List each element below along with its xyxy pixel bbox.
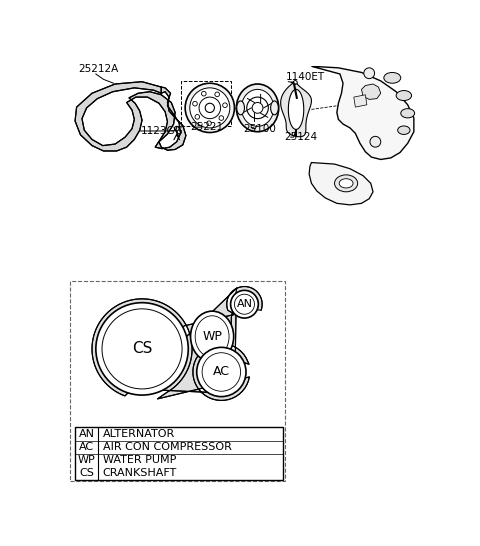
Ellipse shape <box>384 73 401 83</box>
Circle shape <box>247 97 268 118</box>
Circle shape <box>102 309 182 389</box>
Circle shape <box>207 121 211 126</box>
Polygon shape <box>354 95 367 107</box>
Text: AC: AC <box>213 365 230 378</box>
Ellipse shape <box>195 316 229 357</box>
Text: WP: WP <box>78 455 96 465</box>
Circle shape <box>96 302 188 395</box>
Circle shape <box>223 103 228 108</box>
Ellipse shape <box>236 84 279 132</box>
Text: CS: CS <box>79 468 94 478</box>
Text: CS: CS <box>132 341 152 357</box>
Ellipse shape <box>335 175 358 192</box>
Circle shape <box>185 83 234 133</box>
Ellipse shape <box>398 126 410 134</box>
Text: CRANKSHAFT: CRANKSHAFT <box>103 468 177 478</box>
Text: 25124: 25124 <box>285 132 318 142</box>
Ellipse shape <box>401 109 415 118</box>
Circle shape <box>192 102 197 106</box>
Circle shape <box>195 115 200 119</box>
Circle shape <box>202 91 206 96</box>
Text: 25221: 25221 <box>191 122 224 132</box>
Ellipse shape <box>396 91 411 100</box>
Circle shape <box>364 68 374 79</box>
Polygon shape <box>281 82 312 136</box>
Text: WATER PUMP: WATER PUMP <box>103 455 176 465</box>
Circle shape <box>205 103 215 112</box>
Ellipse shape <box>241 90 274 126</box>
Ellipse shape <box>191 311 234 362</box>
Circle shape <box>230 290 258 318</box>
Text: 25212A: 25212A <box>78 64 119 74</box>
Text: AC: AC <box>79 442 94 452</box>
Text: AIR CON COMPRESSOR: AIR CON COMPRESSOR <box>103 442 232 452</box>
Text: 25100: 25100 <box>244 124 276 134</box>
FancyBboxPatch shape <box>71 281 285 482</box>
Circle shape <box>197 347 246 396</box>
Ellipse shape <box>339 179 353 188</box>
Text: AN: AN <box>79 429 95 439</box>
Circle shape <box>252 103 263 113</box>
Text: 1140ET: 1140ET <box>286 72 325 82</box>
Ellipse shape <box>271 101 278 115</box>
Circle shape <box>215 92 219 97</box>
Circle shape <box>219 116 224 120</box>
Circle shape <box>370 136 381 147</box>
Polygon shape <box>92 287 262 400</box>
Circle shape <box>199 97 221 118</box>
Circle shape <box>234 294 254 314</box>
Text: AN: AN <box>237 299 252 309</box>
Circle shape <box>202 353 240 391</box>
Polygon shape <box>361 84 381 99</box>
Circle shape <box>190 88 230 128</box>
Polygon shape <box>75 82 186 151</box>
Circle shape <box>293 80 297 85</box>
Text: 1123GG: 1123GG <box>141 126 183 136</box>
Ellipse shape <box>237 101 244 115</box>
Circle shape <box>174 126 179 131</box>
Polygon shape <box>312 66 414 159</box>
Polygon shape <box>309 163 373 205</box>
Bar <box>75 428 283 480</box>
Text: ALTERNATOR: ALTERNATOR <box>103 429 175 439</box>
Text: WP: WP <box>202 330 222 343</box>
